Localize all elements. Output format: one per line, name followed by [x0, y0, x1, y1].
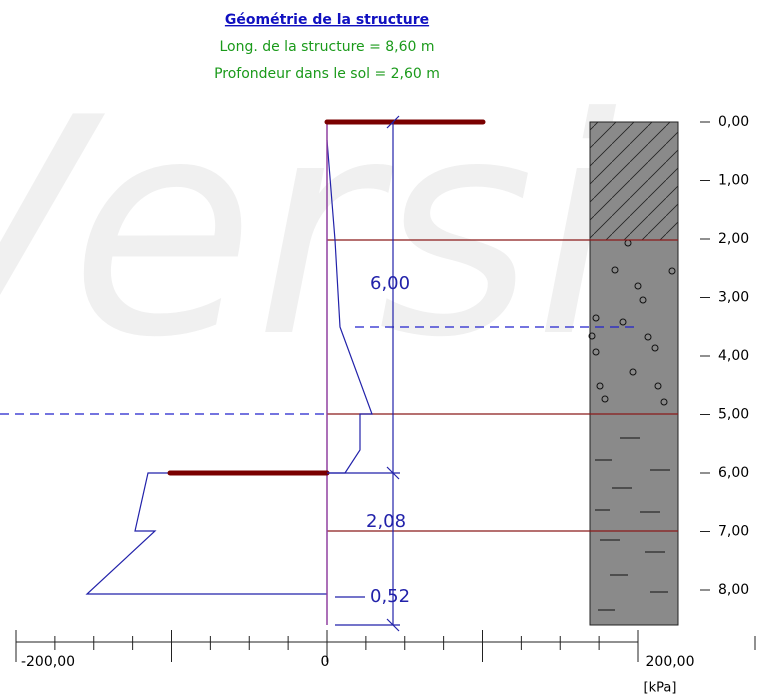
depth-label: 1,00: [718, 173, 749, 189]
depth-label: 7,00: [718, 524, 749, 540]
depth-scale: 0,00 1,00 2,00 3,00 4,00 5,00 6,00 7,00 8,00: [700, 114, 749, 598]
depth-label: 8,00: [718, 582, 749, 598]
depth-label: 4,00: [718, 348, 749, 364]
depth-label: 0,00: [718, 114, 749, 130]
title: Géométrie de la structure: [225, 12, 429, 28]
axis-label: 200,00: [646, 654, 695, 670]
soil-column: [588, 121, 679, 626]
dimension-label: 0,52: [370, 586, 410, 607]
depth-label: 6,00: [718, 465, 749, 481]
axis-label: -200,00: [21, 654, 75, 670]
depth-label: 2,00: [718, 231, 749, 247]
depth-label: 3,00: [718, 290, 749, 306]
dimension-line: [327, 115, 400, 632]
depth-label: 5,00: [718, 407, 749, 423]
axis-unit: [kPa]: [644, 681, 677, 696]
dimension-label: 6,00: [370, 273, 410, 294]
info-line: Long. de la structure = 8,60 m: [219, 39, 434, 55]
x-axis: [15, 630, 756, 662]
info-line: Profondeur dans le sol = 2,60 m: [214, 66, 440, 82]
layer-lines: [327, 239, 678, 532]
axis-label: 0: [321, 654, 330, 670]
watermark: Versi: [0, 54, 619, 403]
dimension-label: 2,08: [366, 511, 406, 532]
water-level: [0, 326, 637, 415]
